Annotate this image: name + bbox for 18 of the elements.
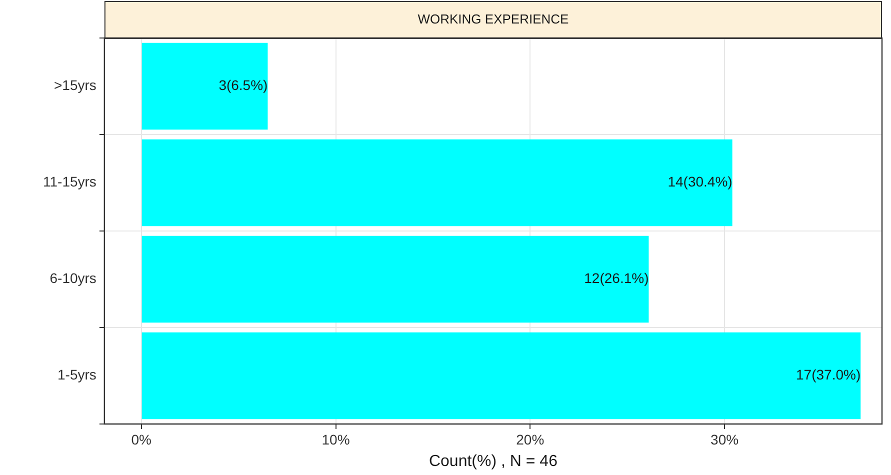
y-tick-label: >15yrs	[54, 77, 96, 94]
y-tick-label: 1-5yrs	[58, 366, 96, 383]
data-label: 14(30.4%)	[668, 174, 732, 190]
y-tick-label: 6-10yrs	[50, 270, 96, 286]
x-tick-label: 0%	[131, 431, 152, 448]
x-tick-label: 10%	[322, 431, 350, 448]
bar	[142, 42, 268, 130]
data-label: 17(37.0%)	[796, 366, 861, 383]
x-tick-label: 20%	[516, 431, 544, 448]
bar	[142, 236, 649, 323]
x-axis-title: Count(%) , N = 46	[428, 452, 558, 470]
y-tick-label: 11-15yrs	[42, 174, 96, 190]
chart-title: WORKING EXPERIENCE	[418, 12, 570, 27]
data-label: 3(6.5%)	[218, 77, 268, 94]
data-label: 12(26.1%)	[584, 270, 649, 286]
bar	[142, 332, 861, 420]
x-tick-label: 30%	[710, 431, 739, 448]
bar	[142, 139, 732, 226]
